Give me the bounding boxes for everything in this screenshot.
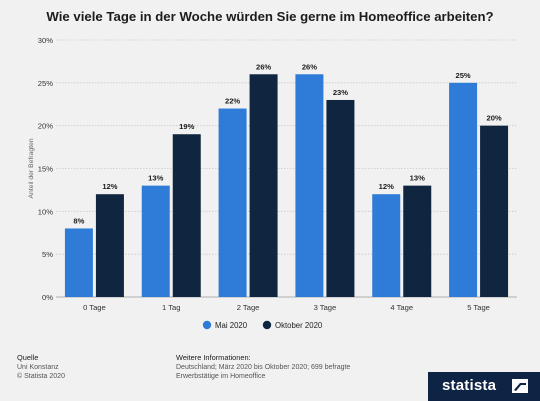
data-label: 12%	[102, 182, 117, 191]
bar-oktober-2020	[249, 74, 278, 298]
bar-chart: 0% 5% 10% 15% 20% 25% 30% Anteil der Befragten 8…	[28, 36, 517, 330]
bar-mai-2020	[449, 82, 478, 297]
data-label: 19%	[179, 122, 194, 131]
data-label: 12%	[379, 182, 394, 191]
data-label: 23%	[333, 88, 348, 97]
x-tick-label: 2 Tage	[237, 303, 260, 312]
bar-mai-2020	[141, 185, 170, 297]
data-label: 26%	[256, 62, 271, 71]
legend-swatch	[262, 320, 272, 330]
bar-mai-2020	[64, 228, 93, 297]
x-tick-label: 3 Tage	[314, 303, 337, 312]
x-tick-label: 5 Tage	[467, 303, 490, 312]
bar-oktober-2020	[95, 194, 124, 297]
legend-label: Mai 2020	[215, 321, 248, 330]
statista-brand[interactable]: statista	[428, 372, 540, 401]
y-tick-label: 5%	[42, 250, 53, 259]
x-tick-label: 0 Tage	[83, 303, 106, 312]
legend-swatch	[202, 320, 212, 330]
bar-oktober-2020	[326, 99, 355, 297]
data-label: 13%	[410, 174, 425, 183]
info-line: Erwerbstätige im Homeoffice	[176, 373, 266, 380]
info-block: Weitere Informationen: Deutschland; März…	[176, 353, 376, 382]
data-label: 8%	[73, 216, 84, 225]
bar-oktober-2020	[480, 125, 509, 298]
source-line: Uni Konstanz	[17, 363, 59, 371]
legend-label: Oktober 2020	[275, 321, 323, 330]
info-line: Deutschland; März 2020 bis Oktober 2020;…	[176, 363, 351, 371]
y-axis-title: Anteil der Befragten	[28, 138, 35, 198]
bar-oktober-2020	[403, 185, 432, 297]
y-tick-label: 20%	[38, 122, 53, 131]
source-block: Quelle Uni Konstanz © Statista 2020	[17, 353, 65, 382]
data-label: 25%	[455, 71, 470, 80]
bar-mai-2020	[372, 194, 401, 297]
statista-logo-icon	[512, 379, 528, 393]
y-tick-label: 25%	[38, 79, 53, 88]
chart-title: Wie viele Tage in der Woche würden Sie g…	[46, 9, 494, 24]
info-heading: Weitere Informationen:	[176, 353, 251, 362]
data-label: 26%	[302, 62, 317, 71]
y-tick-label: 10%	[38, 207, 53, 216]
y-tick-label: 0%	[42, 293, 53, 302]
data-label: 13%	[148, 174, 163, 183]
bar-oktober-2020	[172, 134, 201, 297]
y-tick-label: 15%	[38, 165, 53, 174]
x-tick-label: 4 Tage	[390, 303, 413, 312]
data-label: 22%	[225, 97, 240, 106]
source-line: © Statista 2020	[17, 373, 65, 380]
data-label: 20%	[486, 114, 501, 123]
source-heading: Quelle	[17, 353, 39, 362]
bar-mai-2020	[295, 74, 324, 298]
x-tick-label: 1 Tag	[162, 303, 180, 312]
brand-name: statista	[442, 377, 497, 394]
y-tick-label: 30%	[38, 36, 53, 45]
bar-mai-2020	[218, 108, 247, 298]
